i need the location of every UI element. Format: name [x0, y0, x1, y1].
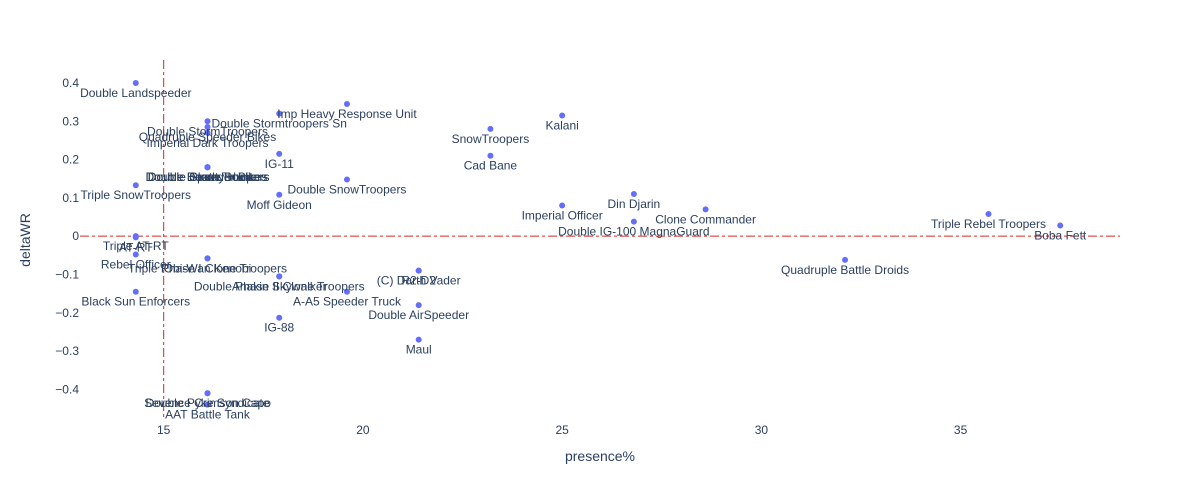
point-label: Triple AT-RT: [103, 239, 169, 253]
reference-lines: [80, 60, 1120, 420]
point-label: Double Bounty Hunters: [145, 170, 269, 184]
point-label: Imperial Dark Troopers: [146, 136, 268, 150]
y-tick-label: 0.1: [62, 191, 79, 205]
data-point: [276, 110, 283, 117]
data-point: [132, 234, 139, 241]
data-point: [985, 210, 992, 217]
point-label: Obi-Wan Kenobi: [164, 261, 252, 275]
data-point: [487, 152, 494, 159]
point-label: Sevence Crimson Capo: [144, 396, 271, 410]
data-point: [204, 129, 211, 136]
point-label: Double StormTroopers: [147, 124, 268, 138]
data-point: [204, 255, 211, 262]
data-point: [276, 314, 283, 321]
data-point: [204, 390, 211, 397]
data-point: [132, 79, 139, 86]
y-tick-label: −0.1: [55, 267, 79, 281]
point-label: A-A5 Speeder Truck: [293, 295, 402, 309]
point-label: Imperial Officer: [522, 209, 603, 223]
y-axis-ticks: 0.4 0.3 0.2 0.1 0 −0.1 −0.2 −0.3 −0.4: [55, 76, 79, 396]
point-label: Quadruple Battle Droids: [781, 263, 909, 277]
x-tick-label: 15: [157, 423, 171, 437]
data-point: [415, 336, 422, 343]
y-tick-label: 0.4: [62, 76, 79, 90]
y-tick-label: −0.2: [55, 306, 79, 320]
data-point: [276, 273, 283, 280]
data-point: [1057, 222, 1064, 229]
point-label: Black Sun Enforcers: [81, 295, 190, 309]
x-axis-title: presence%: [565, 448, 635, 464]
point-label: Anakin Skywalker: [232, 279, 327, 293]
point-label: Moff Gideon: [247, 198, 312, 212]
point-label: Triple Phase I Clone Troopers: [128, 261, 287, 275]
data-point: [487, 125, 494, 132]
x-tick-label: 20: [356, 423, 370, 437]
y-tick-label: −0.3: [55, 344, 79, 358]
point-label: Double SnowTroopers: [287, 182, 406, 196]
data-point: [132, 182, 139, 189]
point-label: Imp Heavy Response Unit: [277, 107, 417, 121]
data-point: [204, 401, 211, 408]
point-label: SnowTroopers: [452, 132, 530, 146]
point-label: Triple SnowTroopers: [81, 188, 191, 202]
data-point: [559, 202, 566, 209]
point-label: Rebel Officer: [101, 258, 171, 272]
point-label: Double Speeder Bikes: [148, 170, 267, 184]
data-point: [343, 288, 350, 295]
data-point: [343, 176, 350, 183]
data-point: [343, 101, 350, 108]
data-point: [276, 191, 283, 198]
point-label: Double Landspeeder: [80, 86, 191, 100]
data-point: [630, 218, 637, 225]
point-label: Double Clone Soldiers: [148, 170, 267, 184]
data-point: [842, 256, 849, 263]
x-tick-label: 25: [555, 423, 569, 437]
y-tick-label: 0: [72, 229, 79, 243]
x-tick-label: 35: [954, 423, 968, 437]
data-point: [204, 124, 211, 131]
point-label: AT-RT: [119, 240, 153, 254]
data-point: [132, 288, 139, 295]
point-label: Double Stormtroopers Sn: [212, 117, 347, 131]
data-point: [702, 206, 709, 213]
point-labels: Double Landspeeder Double Stormtroopers S…: [80, 86, 1087, 422]
point-label: Triple Rebel Troopers: [931, 217, 1046, 231]
point-label: (C) Darth Vader: [377, 274, 461, 288]
data-point: [204, 118, 211, 125]
data-point: [204, 164, 211, 171]
point-label: Double Death Troopers: [145, 170, 269, 184]
data-point: [276, 150, 283, 157]
point-label: Double Phase II Clone Troopers: [194, 279, 365, 293]
data-points: [132, 79, 1064, 408]
y-tick-label: −0.4: [55, 382, 79, 396]
data-point: [630, 191, 637, 198]
x-tick-label: 30: [755, 423, 769, 437]
point-label: Maul: [406, 343, 432, 357]
data-point: [132, 251, 139, 258]
point-label: R2-D2: [401, 274, 436, 288]
point-label: IG-88: [264, 321, 294, 335]
point-label: Kalani: [545, 119, 578, 133]
point-label: Boba Fett: [1034, 228, 1087, 242]
y-tick-label: 0.3: [62, 114, 79, 128]
point-label: IG-11: [265, 157, 294, 171]
data-point: [559, 112, 566, 119]
data-point: [415, 302, 422, 309]
point-label: AAT Battle Tank: [165, 408, 251, 422]
point-label: Din Djarin: [608, 197, 661, 211]
y-tick-label: 0.2: [62, 153, 79, 167]
point-label: Clone Commander: [655, 212, 756, 226]
point-label: Double Pyke Syndicate: [145, 396, 269, 410]
x-axis-ticks: 15 20 25 30 35: [157, 423, 968, 437]
point-label: Quadruple Speeder Bikes: [139, 130, 276, 144]
data-point: [415, 267, 422, 274]
point-label: Double AirSpeeder: [368, 308, 469, 322]
y-axis-title: deltaWR: [17, 213, 33, 267]
point-label: Double IG-100 MagnaGuard: [558, 225, 709, 239]
point-label: Cad Bane: [464, 159, 518, 173]
